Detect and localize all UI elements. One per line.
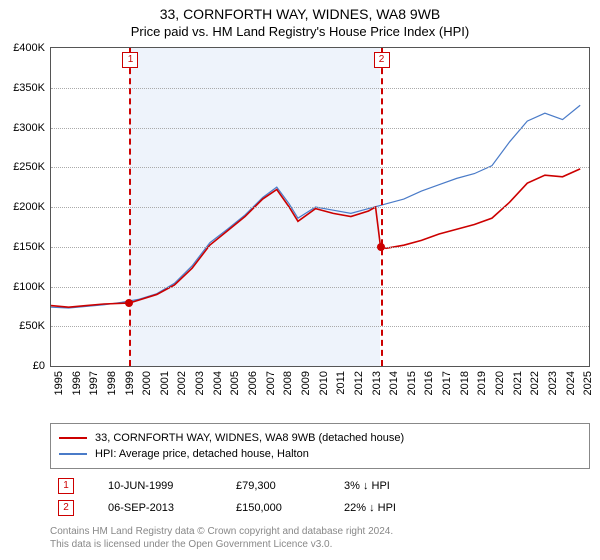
x-tick-label: 2002 — [176, 371, 188, 395]
x-tick-label: 2024 — [565, 371, 577, 395]
x-tick-label: 2025 — [582, 371, 594, 395]
legend-item: 33, CORNFORTH WAY, WIDNES, WA8 9WB (deta… — [59, 430, 581, 446]
x-tick-label: 2013 — [371, 371, 383, 395]
legend-swatch — [59, 437, 87, 439]
x-tick-label: 2008 — [282, 371, 294, 395]
x-axis-labels: 1995 1996 1997 1998 1999 2000 2001 2002 2003 2004… — [50, 367, 590, 417]
x-tick-label: 2001 — [159, 371, 171, 395]
transaction-diff: 3% ↓ HPI — [344, 480, 454, 492]
x-tick-label: 2020 — [494, 371, 506, 395]
y-tick-label: £400K — [13, 42, 51, 54]
chart-plot-area: £0£50K£100K£150K£200K£250K£300K£350K£400… — [50, 47, 590, 367]
figure: 33, CORNFORTH WAY, WIDNES, WA8 9WB Price… — [0, 0, 600, 560]
gridline — [51, 128, 589, 129]
x-tick-label: 2016 — [423, 371, 435, 395]
transactions-table: 1 10-JUN-1999 £79,300 3% ↓ HPI 2 06-SEP-… — [50, 475, 590, 519]
x-tick-label: 2017 — [441, 371, 453, 395]
x-tick-label: 2018 — [459, 371, 471, 395]
x-tick-label: 1997 — [88, 371, 100, 395]
x-tick-label: 2006 — [247, 371, 259, 395]
x-tick-label: 2023 — [547, 371, 559, 395]
gridline — [51, 247, 589, 248]
gridline — [51, 207, 589, 208]
x-tick-label: 2012 — [353, 371, 365, 395]
title-block: 33, CORNFORTH WAY, WIDNES, WA8 9WB Price… — [0, 0, 600, 39]
transaction-row: 1 10-JUN-1999 £79,300 3% ↓ HPI — [50, 475, 590, 497]
transaction-diff: 22% ↓ HPI — [344, 502, 454, 514]
transaction-row: 2 06-SEP-2013 £150,000 22% ↓ HPI — [50, 497, 590, 519]
gridline — [51, 287, 589, 288]
y-tick-label: £200K — [13, 201, 51, 213]
x-tick-label: 2022 — [529, 371, 541, 395]
legend-item: HPI: Average price, detached house, Halt… — [59, 446, 581, 462]
legend: 33, CORNFORTH WAY, WIDNES, WA8 9WB (deta… — [50, 423, 590, 469]
x-tick-label: 2021 — [512, 371, 524, 395]
gridline — [51, 88, 589, 89]
sale-marker-dot — [125, 299, 133, 307]
sale-marker-label: 1 — [122, 52, 138, 68]
sale-marker-dot — [377, 243, 385, 251]
x-tick-label: 2005 — [229, 371, 241, 395]
x-tick-label: 2015 — [406, 371, 418, 395]
gridline — [51, 326, 589, 327]
sale-marker-label: 2 — [374, 52, 390, 68]
x-tick-label: 2000 — [141, 371, 153, 395]
transaction-date: 06-SEP-2013 — [108, 502, 218, 514]
legend-label: 33, CORNFORTH WAY, WIDNES, WA8 9WB (deta… — [95, 430, 404, 446]
y-tick-label: £300K — [13, 122, 51, 134]
legend-label: HPI: Average price, detached house, Halt… — [95, 446, 309, 462]
transaction-price: £150,000 — [236, 502, 326, 514]
gridline — [51, 167, 589, 168]
y-tick-label: £100K — [13, 281, 51, 293]
sale-marker-line — [381, 48, 383, 366]
chart-title: 33, CORNFORTH WAY, WIDNES, WA8 9WB — [0, 6, 600, 22]
x-tick-label: 1998 — [106, 371, 118, 395]
y-tick-label: £50K — [19, 320, 51, 332]
y-tick-label: £150K — [13, 241, 51, 253]
x-tick-label: 2014 — [388, 371, 400, 395]
chart-subtitle: Price paid vs. HM Land Registry's House … — [0, 24, 600, 39]
x-tick-label: 2007 — [265, 371, 277, 395]
x-tick-label: 1996 — [71, 371, 83, 395]
x-tick-label: 2011 — [335, 371, 347, 395]
legend-swatch — [59, 453, 87, 455]
y-tick-label: £0 — [33, 360, 51, 372]
sale-marker-line — [129, 48, 131, 366]
x-tick-label: 2019 — [476, 371, 488, 395]
footer-line: This data is licensed under the Open Gov… — [50, 538, 590, 551]
x-tick-label: 2004 — [212, 371, 224, 395]
transaction-marker: 2 — [58, 500, 74, 516]
x-tick-label: 1995 — [53, 371, 65, 395]
x-tick-label: 2003 — [194, 371, 206, 395]
x-tick-label: 2010 — [318, 371, 330, 395]
transaction-marker: 1 — [58, 478, 74, 494]
transaction-date: 10-JUN-1999 — [108, 480, 218, 492]
y-tick-label: £350K — [13, 82, 51, 94]
footer: Contains HM Land Registry data © Crown c… — [50, 525, 590, 551]
footer-line: Contains HM Land Registry data © Crown c… — [50, 525, 590, 538]
x-tick-label: 1999 — [124, 371, 136, 395]
transaction-price: £79,300 — [236, 480, 326, 492]
x-tick-label: 2009 — [300, 371, 312, 395]
y-tick-label: £250K — [13, 161, 51, 173]
